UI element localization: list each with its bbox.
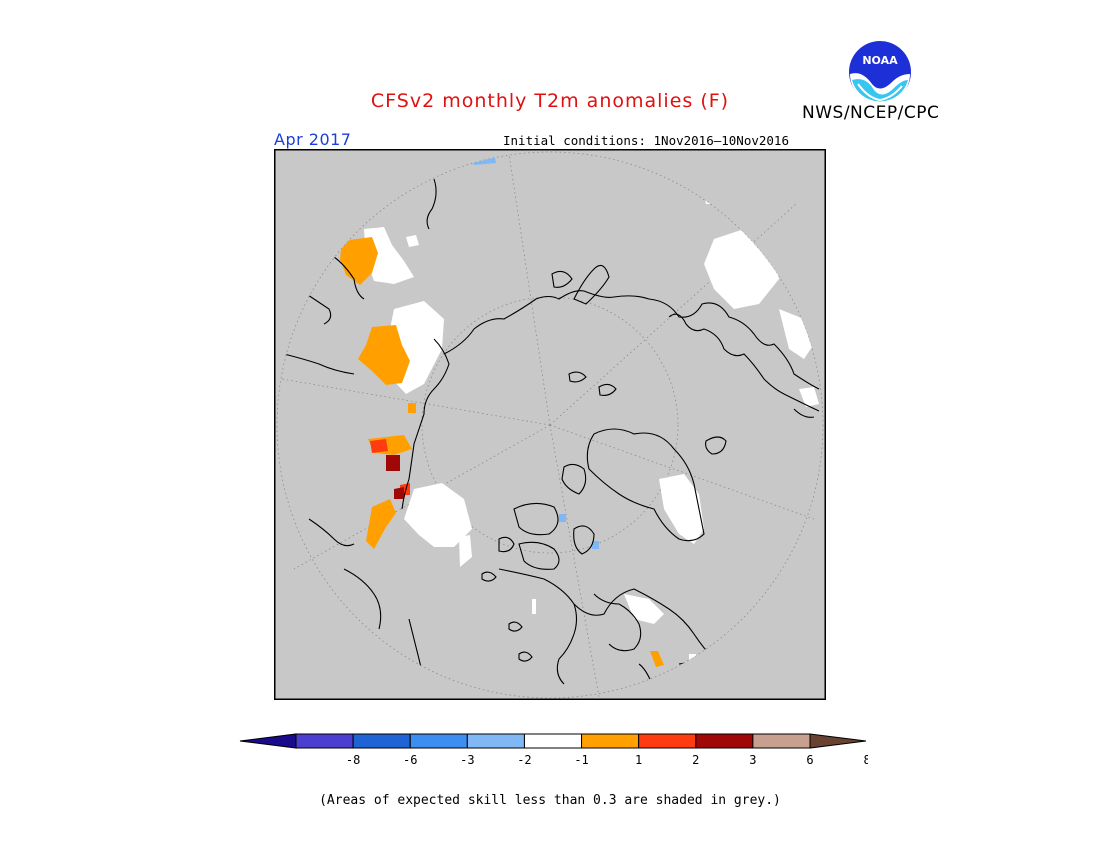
graticule [276,151,824,699]
meridian-line [281,378,551,426]
colorbar-swatch [352,733,411,749]
latitude-circle-inner [421,296,679,554]
latitude-circle-outer [276,151,824,699]
colorbar: -8 -6 -3 -2 -1 1 2 3 6 8 [238,730,871,779]
noaa-logo: NOAA [848,40,912,104]
colorbar-tick-label: 6 [806,753,813,767]
forecast-month: Apr 2017 [274,130,352,149]
colorbar-tick-label: 3 [749,753,756,767]
colorbar-swatch [295,733,354,749]
colorbar-swatch [239,733,297,749]
meridian-line [549,203,797,426]
colorbar-tick-label: 2 [692,753,699,767]
colorbar-swatch [809,733,867,749]
meridian-line [549,424,600,698]
colorbar-tick-label: -8 [346,753,360,767]
colorbar-swatch [581,733,640,749]
colorbar-swatch [752,733,811,749]
meridian-line [549,424,815,520]
colorbar-swatches [239,733,867,749]
logo-text: NOAA [862,54,898,67]
colorbar-tick-label: 8 [863,753,868,767]
colorbar-tick-labels: -8 -6 -3 -2 -1 1 2 3 6 8 [346,753,871,767]
initial-conditions: Initial conditions: 1Nov2016–10Nov2016 [503,133,789,148]
colorbar-swatch [638,733,697,749]
colorbar-swatch [466,733,525,749]
chart-title: CFSv2 monthly T2m anomalies (F) [370,90,730,112]
skill-footnote: (Areas of expected skill less than 0.3 a… [319,793,781,808]
colorbar-tick-label: -6 [403,753,417,767]
colorbar-tick-label: 1 [635,753,642,767]
colorbar-tick-label: -1 [574,753,588,767]
polar-map [273,148,827,704]
colorbar-tick-label: -3 [460,753,474,767]
colorbar-swatch [695,733,754,749]
meridian-line [508,153,551,426]
agency-label: NWS/NCEP/CPC [802,103,940,123]
anomaly-darkred-regions [386,455,404,499]
colorbar-swatch [523,733,583,749]
colorbar-tick-label: -2 [517,753,531,767]
colorbar-swatch [409,733,468,749]
anomaly-white-regions [364,194,819,694]
